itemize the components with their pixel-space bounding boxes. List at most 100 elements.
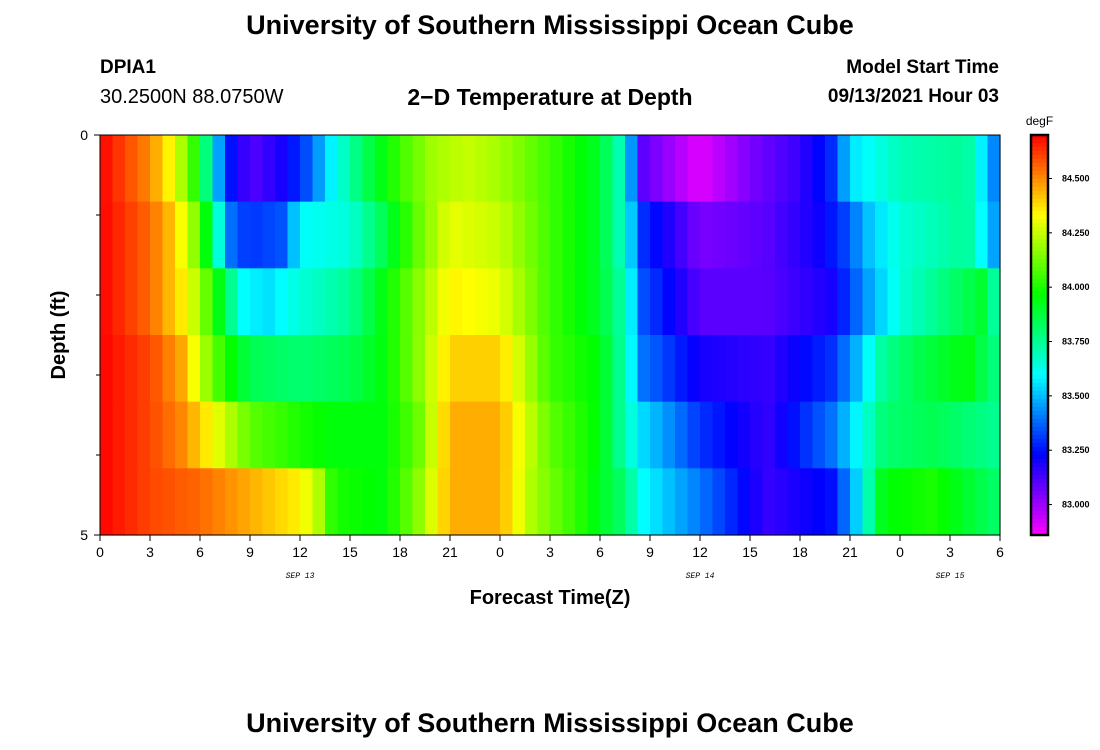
chart-subtitle: 2−D Temperature at Depth — [407, 84, 693, 110]
heatmap-cell — [562, 268, 576, 336]
x-tick-label: 18 — [792, 544, 808, 560]
heatmap-cell — [112, 135, 126, 203]
colorbar-swatch — [1031, 443, 1048, 448]
heatmap-cell — [937, 335, 951, 403]
colorbar-swatch — [1031, 135, 1048, 140]
heatmap-cell — [900, 135, 914, 203]
heatmap-cell — [850, 468, 864, 536]
heatmap-cell — [462, 201, 476, 269]
heatmap-cell — [812, 335, 826, 403]
heatmap-cell — [637, 268, 651, 336]
heatmap-cell — [462, 468, 476, 536]
heatmap-cell — [262, 201, 276, 269]
colorbar-swatch — [1031, 435, 1048, 440]
heatmap-cell — [912, 135, 926, 203]
heatmap-cell — [275, 135, 289, 203]
heatmap-cell — [912, 268, 926, 336]
station-coordinates: 30.2500N 88.0750W — [100, 86, 284, 108]
colorbar-swatch — [1031, 379, 1048, 384]
heatmap-cell — [800, 335, 814, 403]
heatmap-cell — [400, 268, 414, 336]
x-axis-title: Forecast Time(Z) — [470, 587, 631, 609]
heatmap-cell — [600, 401, 614, 469]
heatmap-cell — [587, 135, 601, 203]
heatmap-cell — [262, 268, 276, 336]
colorbar-swatch — [1031, 175, 1048, 180]
colorbar-unit-label: degF — [1026, 114, 1053, 128]
heatmap-cell — [537, 268, 551, 336]
heatmap-cell — [212, 135, 226, 203]
heatmap-cell — [162, 401, 176, 469]
heatmap-cell — [750, 335, 764, 403]
heatmap-cell — [512, 268, 526, 336]
heatmap-cell — [512, 335, 526, 403]
heatmap-cell — [100, 135, 114, 203]
heatmap-cell — [212, 468, 226, 536]
heatmap-cell — [812, 401, 826, 469]
heatmap-cell — [975, 335, 989, 403]
y-axis-title: Depth (ft) — [48, 291, 70, 380]
heatmap-cell — [912, 468, 926, 536]
heatmap-cell — [237, 268, 251, 336]
colorbar-swatch — [1031, 407, 1048, 412]
heatmap-cell — [262, 401, 276, 469]
heatmap-cell — [125, 468, 139, 536]
colorbar-swatch — [1031, 335, 1048, 340]
colorbar-swatch — [1031, 183, 1048, 188]
x-tick-label: 6 — [596, 544, 604, 560]
heatmap-cell — [212, 268, 226, 336]
heatmap-cell — [700, 268, 714, 336]
colorbar-swatch — [1031, 239, 1048, 244]
heatmap-cell — [150, 335, 164, 403]
heatmap-cell — [587, 268, 601, 336]
heatmap-cell — [775, 335, 789, 403]
heatmap-cell — [825, 268, 839, 336]
heatmap-cell — [987, 135, 1001, 203]
colorbar-swatch — [1031, 447, 1048, 452]
heatmap-cell — [212, 401, 226, 469]
heatmap-cell — [187, 268, 201, 336]
heatmap-cell — [762, 135, 776, 203]
colorbar-swatch — [1031, 247, 1048, 252]
heatmap-cell — [837, 201, 851, 269]
date-labels: SEP 13 SEP 14 SEP 15 — [286, 572, 965, 581]
colorbar-swatch — [1031, 503, 1048, 508]
heatmap-cell — [887, 268, 901, 336]
heatmap-cell — [775, 201, 789, 269]
heatmap-cell — [600, 135, 614, 203]
colorbar-swatch — [1031, 475, 1048, 480]
colorbar-swatch — [1031, 243, 1048, 248]
heatmap-cell — [600, 335, 614, 403]
heatmap-cell — [562, 468, 576, 536]
heatmap-cell — [675, 401, 689, 469]
heatmap-cell — [187, 135, 201, 203]
heatmap-cell — [650, 335, 664, 403]
colorbar-swatch — [1031, 415, 1048, 420]
colorbar: 83.000 83.250 83.500 83.750 84.000 84.250 84.5… — [1026, 114, 1090, 537]
heatmap-cell — [375, 401, 389, 469]
heatmap-cell — [612, 401, 626, 469]
heatmap-cell — [650, 468, 664, 536]
heatmap-cell — [812, 201, 826, 269]
heatmap-cell — [875, 135, 889, 203]
heatmap-cell — [462, 401, 476, 469]
colorbar-tick-label: 83.750 — [1062, 337, 1090, 347]
heatmap-cell — [437, 135, 451, 203]
heatmap-cell — [375, 201, 389, 269]
colorbar-swatch — [1031, 359, 1048, 364]
heatmap-cell — [250, 135, 264, 203]
heatmap-cell — [225, 468, 239, 536]
colorbar-swatch — [1031, 403, 1048, 408]
heatmap-cell — [950, 201, 964, 269]
heatmap-cell — [137, 401, 151, 469]
colorbar-swatch — [1031, 471, 1048, 476]
colorbar-swatch — [1031, 387, 1048, 392]
heatmap-cell — [262, 135, 276, 203]
heatmap-cell — [625, 135, 639, 203]
heatmap-cell — [975, 468, 989, 536]
heatmap-cell — [312, 135, 326, 203]
x-tick-label: 21 — [842, 544, 858, 560]
heatmap-cell — [687, 135, 701, 203]
heatmap-cell — [525, 401, 539, 469]
heatmap-cell — [437, 335, 451, 403]
